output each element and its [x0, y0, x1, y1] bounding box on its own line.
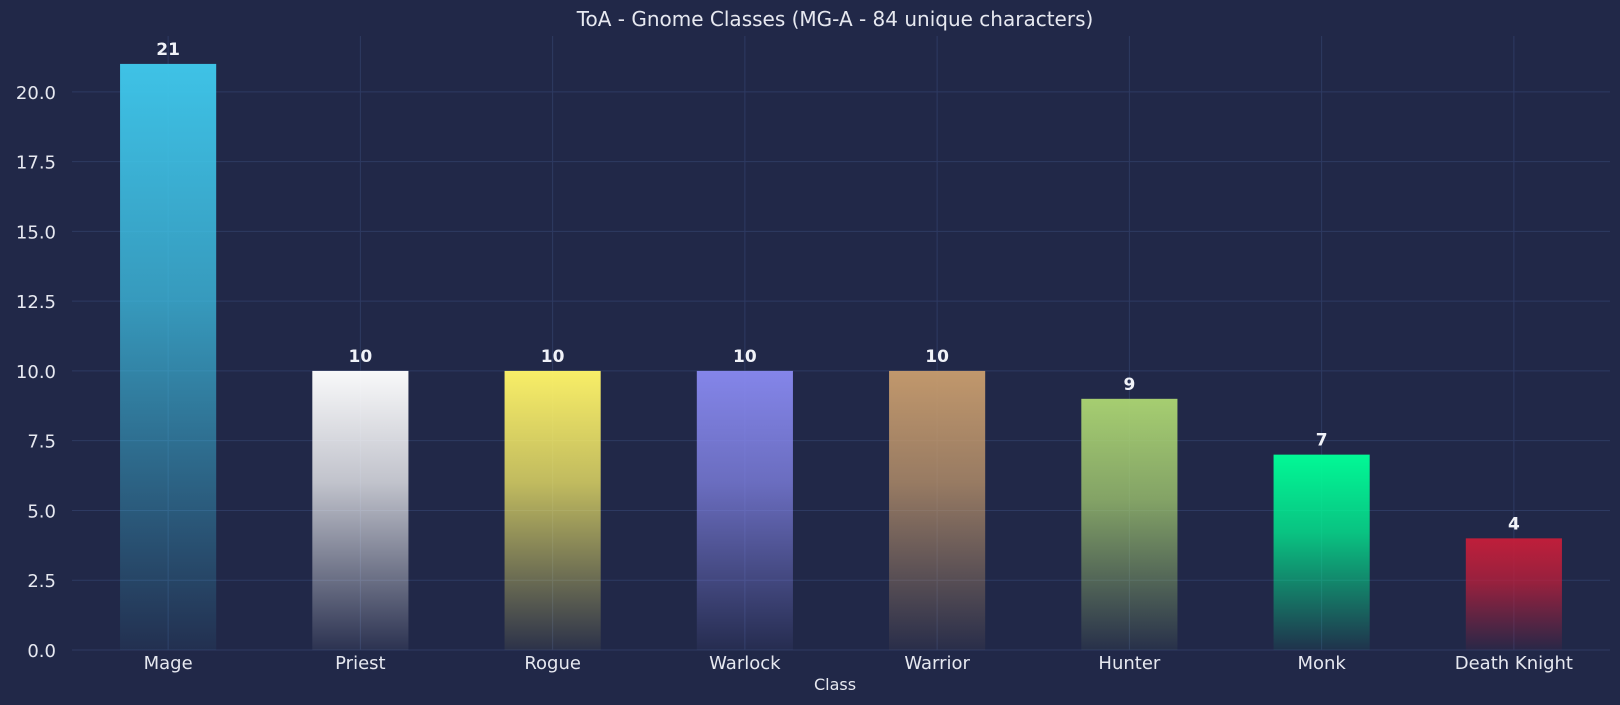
- bar-monk: [1273, 454, 1370, 650]
- y-tick-label: 12.5: [16, 292, 56, 313]
- bar-warrior: [889, 370, 986, 650]
- bars: [120, 63, 1562, 650]
- y-tick-label: 15.0: [16, 222, 56, 243]
- value-labels: 21 10 10 10 10 9 7 4: [156, 40, 1520, 534]
- y-tick-label: 0.0: [27, 641, 56, 662]
- bar-value-label: 21: [156, 40, 180, 60]
- bar-hunter: [1081, 398, 1178, 650]
- bar-value-label: 10: [925, 347, 949, 367]
- axis-ticks: 0.0 2.5 5.0 7.5 10.0 12.5 15.0 17.5 20.0 Mage Prie…: [16, 83, 1573, 674]
- bar-rogue: [504, 370, 601, 650]
- x-tick-label: Warlock: [709, 653, 781, 674]
- x-tick-label: Monk: [1297, 653, 1346, 674]
- bar-value-label: 9: [1123, 375, 1135, 395]
- y-tick-label: 2.5: [27, 571, 56, 592]
- x-tick-label: Mage: [144, 653, 193, 674]
- bar-warlock: [696, 370, 793, 650]
- y-tick-label: 10.0: [16, 362, 56, 383]
- grid: [72, 36, 1610, 651]
- bar-death-knight: [1465, 538, 1562, 650]
- chart-title: ToA - Gnome Classes (MG-A - 84 unique ch…: [576, 7, 1094, 31]
- bar-value-label: 10: [541, 347, 565, 367]
- bar-value-label: 4: [1508, 514, 1520, 534]
- x-tick-label: Priest: [335, 653, 385, 674]
- y-tick-label: 17.5: [16, 153, 56, 174]
- x-axis-label: Class: [814, 675, 856, 694]
- x-tick-label: Warrior: [904, 653, 970, 674]
- bar-mage: [120, 63, 217, 650]
- x-tick-label: Hunter: [1098, 653, 1160, 674]
- y-tick-label: 7.5: [27, 432, 56, 453]
- x-tick-label: Death Knight: [1455, 653, 1573, 674]
- bar-value-label: 10: [349, 347, 373, 367]
- x-tick-label: Rogue: [524, 653, 581, 674]
- bar-priest: [312, 370, 409, 650]
- bar-value-label: 10: [733, 347, 757, 367]
- y-tick-label: 20.0: [16, 83, 56, 104]
- y-tick-label: 5.0: [27, 501, 56, 522]
- bar-value-label: 7: [1316, 431, 1328, 451]
